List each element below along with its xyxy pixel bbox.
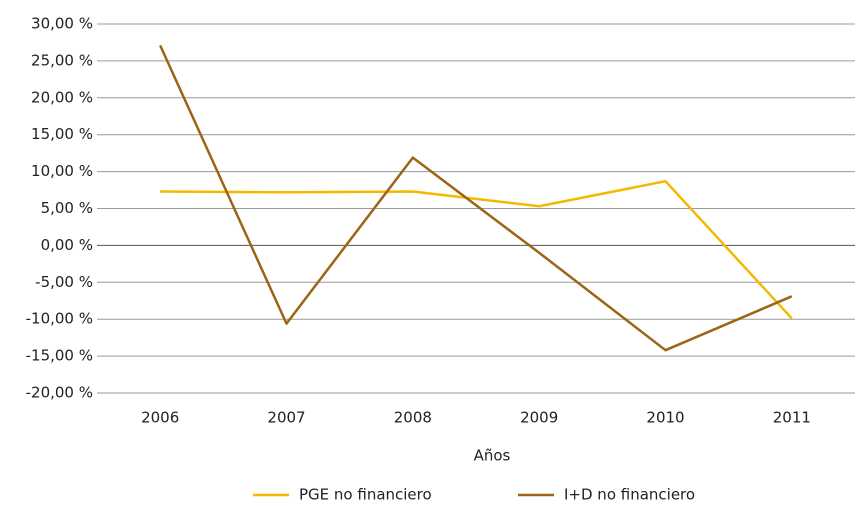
x-tick-label: 2008	[394, 409, 432, 427]
y-tick-label: 25,00 %	[31, 51, 93, 69]
y-tick-label: -15,00 %	[26, 347, 93, 365]
y-tick-label: 30,00 %	[31, 15, 93, 33]
x-tick-label: 2010	[646, 409, 684, 427]
x-tick-label: 2006	[141, 409, 179, 427]
y-tick-label: -5,00 %	[35, 273, 93, 291]
x-axis-label: Años	[474, 447, 511, 465]
y-tick-label: 20,00 %	[31, 88, 93, 106]
legend-label: I+D no financiero	[564, 486, 695, 504]
x-tick-label: 2007	[267, 409, 305, 427]
x-tick-label: 2009	[520, 409, 558, 427]
y-tick-label: 10,00 %	[31, 162, 93, 180]
line	[159, 44, 793, 352]
y-tick-label: -20,00 %	[26, 384, 93, 402]
y-tick-label: 15,00 %	[31, 125, 93, 143]
y-tick-label: 5,00 %	[41, 199, 93, 217]
y-tick-label: 0,00 %	[41, 236, 93, 254]
y-tick-label: -10,00 %	[26, 310, 93, 328]
x-tick-label: 2011	[773, 409, 811, 427]
line	[160, 179, 793, 320]
legend-label: PGE no financiero	[299, 486, 432, 504]
